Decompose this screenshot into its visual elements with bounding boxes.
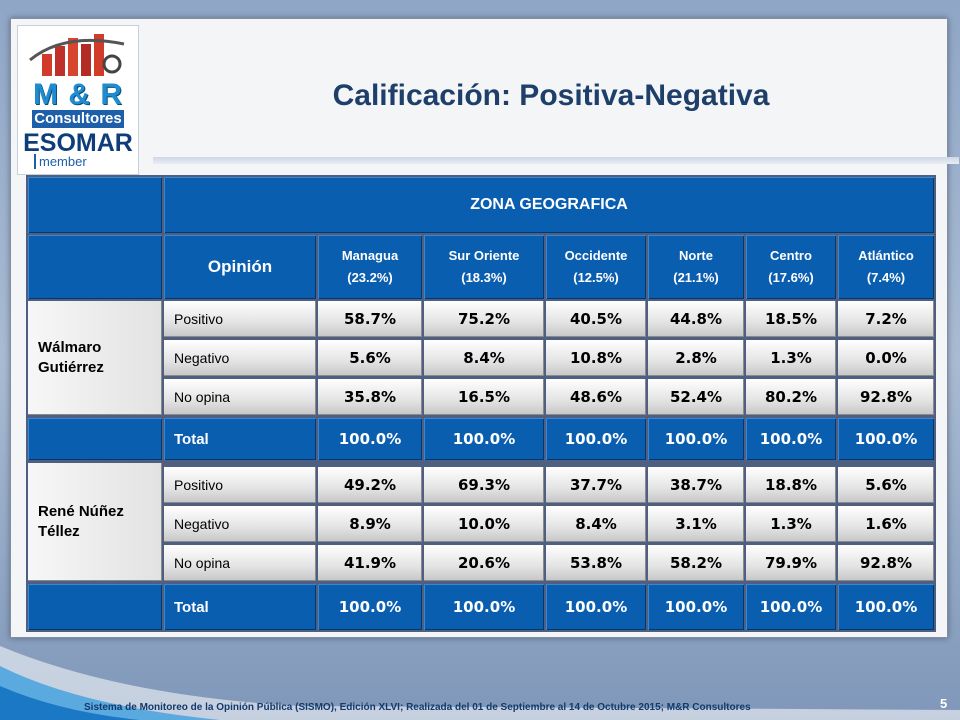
value-cell: 38.7% [648,467,744,503]
zone-name: Centro [770,248,812,263]
value-cell: 5.6% [318,340,422,376]
value-cell: 10.8% [546,340,646,376]
zone-col-header: Atlántico (7.4%) [838,235,934,299]
zone-name: Atlántico [858,248,914,263]
candidate-name-cell: René Núñez Téllez [28,463,162,581]
zone-name: Sur Oriente [448,248,520,263]
row-label: No opina [164,545,316,581]
bar-chart-logo-icon [29,34,125,76]
value-cell: 5.6% [838,467,934,503]
candidate-second-line: Gutiérrez [38,359,104,376]
value-cell: 1.3% [746,340,836,376]
zone-pct: (7.4%) [866,270,906,285]
value-cell: 92.8% [838,545,934,581]
row-label: Positivo [164,301,316,337]
total-value-cell: 100.0% [648,584,744,630]
total-row-spacer [28,418,162,460]
zone-header: ZONA GEOGRAFICA [164,177,934,233]
value-cell: 1.3% [746,506,836,542]
total-value-cell: 100.0% [746,418,836,460]
zone-col-header: Occidente (12.5%) [546,235,646,299]
total-value-cell: 100.0% [424,584,544,630]
value-cell: 52.4% [648,379,744,415]
total-value-cell: 100.0% [546,418,646,460]
value-cell: 37.7% [546,467,646,503]
zone-pct: (17.6%) [768,270,814,285]
logo-consultores-text: Consultores [32,110,124,128]
value-cell: 2.8% [648,340,744,376]
value-cell: 0.0% [838,340,934,376]
row-label: Negativo [164,506,316,542]
row-label: Positivo [164,467,316,503]
value-cell: 48.6% [546,379,646,415]
value-cell: 8.9% [318,506,422,542]
zone-name: Occidente [564,248,628,263]
zone-name: Managua [341,248,399,263]
candidate-first-line: René Núñez [38,503,124,520]
total-value-cell: 100.0% [838,584,934,630]
zone-pct: (23.2%) [347,270,393,285]
value-cell: 58.7% [318,301,422,337]
total-label: Total [164,418,316,460]
zone-col-header: Managua (23.2%) [318,235,422,299]
value-cell: 53.8% [546,545,646,581]
logo-esomar-text: ESOMAR [23,129,133,157]
value-cell: 79.9% [746,545,836,581]
value-cell: 20.6% [424,545,544,581]
zone-col-header: Norte (21.1%) [648,235,744,299]
zone-col-header: Sur Oriente (18.3%) [424,235,544,299]
value-cell: 49.2% [318,467,422,503]
total-label: Total [164,584,316,630]
value-cell: 40.5% [546,301,646,337]
value-cell: 35.8% [318,379,422,415]
zone-pct: (12.5%) [573,270,619,285]
value-cell: 18.5% [746,301,836,337]
value-cell: 44.8% [648,301,744,337]
value-cell: 58.2% [648,545,744,581]
footer-source-text: Sistema de Monitoreo de la Opinión Públi… [84,702,751,713]
total-value-cell: 100.0% [838,418,934,460]
logo-member-text: member [34,154,87,169]
candidate-first-line: Wálmaro [38,339,102,356]
candidate-second-line: Téllez [38,523,80,540]
page-title: Calificación: Positiva-Negativa [332,79,770,112]
value-cell: 10.0% [424,506,544,542]
company-logo: M & R Consultores ESOMAR member [17,25,139,175]
value-cell: 92.8% [838,379,934,415]
zone-pct: (21.1%) [673,270,719,285]
total-value-cell: 100.0% [424,418,544,460]
table-corner-top [28,177,162,233]
candidate-name-cell: Wálmaro Gutiérrez [28,301,162,415]
value-cell: 41.9% [318,545,422,581]
total-value-cell: 100.0% [648,418,744,460]
table-corner-bottom [28,235,162,299]
value-cell: 75.2% [424,301,544,337]
zone-name: Norte [679,248,713,263]
total-value-cell: 100.0% [318,584,422,630]
value-cell: 69.3% [424,467,544,503]
value-cell: 16.5% [424,379,544,415]
value-cell: 1.6% [838,506,934,542]
zone-pct: (18.3%) [461,270,507,285]
row-label: No opina [164,379,316,415]
total-value-cell: 100.0% [546,584,646,630]
zone-col-header: Centro (17.6%) [746,235,836,299]
title-divider [153,157,959,164]
decorative-swoosh [0,646,960,720]
value-cell: 8.4% [424,340,544,376]
value-cell: 18.8% [746,467,836,503]
value-cell: 8.4% [546,506,646,542]
opinion-header: Opinión [164,235,316,299]
row-label: Negativo [164,340,316,376]
page-number: 5 [940,696,948,711]
value-cell: 7.2% [838,301,934,337]
logo-mr-text: M & R [33,78,123,111]
value-cell: 3.1% [648,506,744,542]
results-table: ZONA GEOGRAFICA Opinión Managua (23.2%) … [26,175,936,632]
total-value-cell: 100.0% [318,418,422,460]
total-row-spacer [28,584,162,630]
value-cell: 80.2% [746,379,836,415]
total-value-cell: 100.0% [746,584,836,630]
